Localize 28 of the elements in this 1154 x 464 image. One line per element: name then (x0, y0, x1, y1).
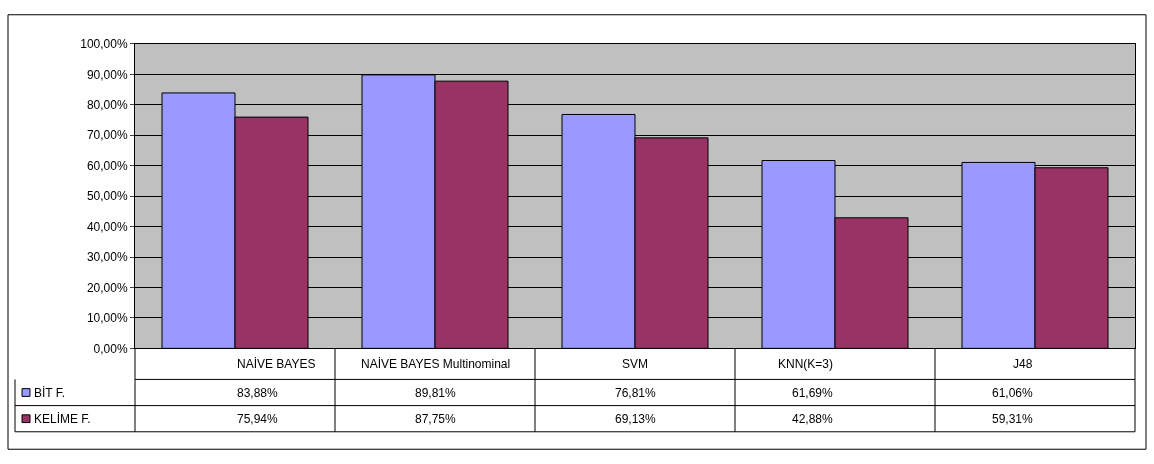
data-label: 87,75% (415, 412, 457, 426)
y-tick-label: 50,00% (86, 189, 128, 204)
data-label: 83,88% (237, 386, 279, 400)
data-label: 75,94% (237, 412, 279, 426)
x-tick-label: KNN(K=3) (778, 357, 834, 371)
legend-label: BİT F. (34, 386, 66, 400)
data-label: 59,31% (992, 412, 1034, 426)
y-tick-label: 30,00% (86, 250, 128, 265)
x-tick-label: SVM (622, 357, 649, 371)
data-label: 42,88% (792, 412, 834, 426)
x-tick-label: J48 (1013, 357, 1033, 371)
data-label: 69,13% (615, 412, 657, 426)
y-tick-label: 40,00% (86, 219, 128, 234)
y-tick-label: 100,00% (80, 37, 128, 52)
y-tick-label: 60,00% (86, 158, 128, 173)
x-tick-label: NAİVE BAYES Multinominal (361, 357, 511, 371)
data-label: 61,69% (792, 386, 834, 400)
y-tick-label: 70,00% (86, 128, 128, 143)
y-tick-label: 20,00% (86, 280, 128, 295)
data-label: 89,81% (415, 386, 457, 400)
data-label: 61,06% (992, 386, 1034, 400)
x-tick-label: NAİVE BAYES (237, 357, 316, 371)
legend-label: KELİME F. (34, 412, 91, 426)
y-tick-label: 10,00% (86, 311, 128, 326)
y-tick-label: 80,00% (86, 97, 128, 112)
data-label: 76,81% (615, 386, 657, 400)
y-tick-label: 0,00% (93, 341, 128, 356)
y-tick-label: 90,00% (86, 67, 128, 82)
